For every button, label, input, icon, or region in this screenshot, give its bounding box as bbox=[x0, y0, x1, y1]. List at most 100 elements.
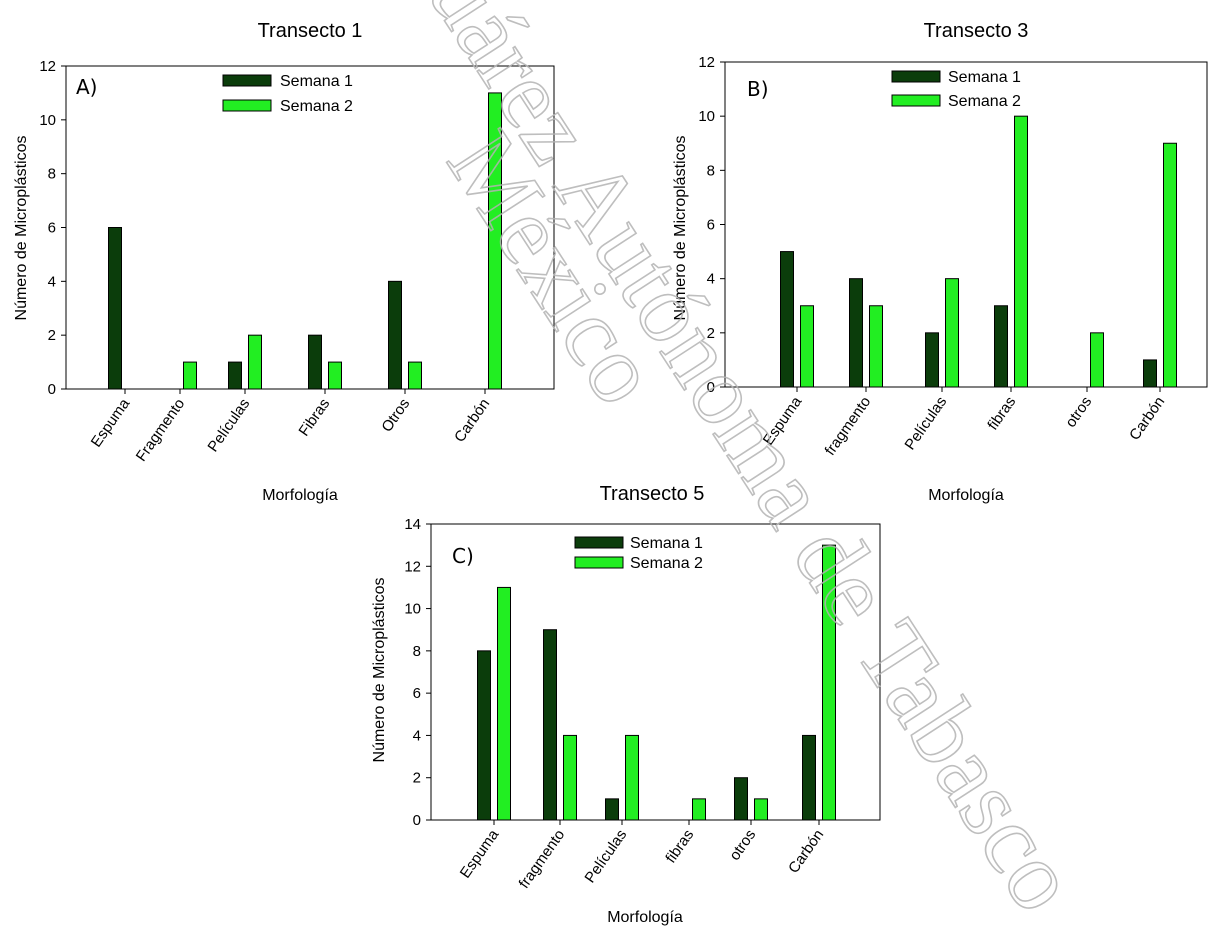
y-tick-label: 6 bbox=[413, 685, 421, 702]
legend-swatch-semana-1 bbox=[222, 74, 272, 87]
x-tick-label: Películas bbox=[901, 394, 950, 454]
legend-swatch-semana-2 bbox=[222, 99, 272, 112]
legend-label-semana-1: Semana 1 bbox=[948, 69, 1021, 86]
y-tick-label: 2 bbox=[48, 327, 56, 344]
bar-semana-1 bbox=[802, 734, 816, 821]
x-tick-label: Carbón bbox=[1126, 394, 1168, 444]
bar-semana-1 bbox=[308, 334, 322, 390]
y-tick-label: 10 bbox=[698, 108, 715, 125]
panel-label: C) bbox=[452, 544, 474, 568]
bar-semana-2 bbox=[497, 586, 511, 821]
chart-transecto-5: Transecto 5 C) Morfología Número de Micr… bbox=[371, 483, 881, 926]
legend: Semana 1 Semana 2 bbox=[574, 535, 703, 572]
legend: Semana 1 Semana 2 bbox=[891, 69, 1021, 110]
bar-semana-1 bbox=[477, 650, 491, 821]
y-tick-label: 2 bbox=[413, 770, 421, 787]
y-tick-label: 4 bbox=[707, 271, 715, 288]
x-tick-label: fragmento bbox=[516, 827, 569, 892]
x-tick-label: Carbón bbox=[785, 827, 827, 877]
bar-semana-2 bbox=[1014, 115, 1028, 388]
y-axis-label: Número de Microplásticos bbox=[672, 136, 689, 321]
legend-swatch-semana-1 bbox=[891, 70, 941, 83]
bar-semana-1 bbox=[849, 278, 863, 388]
bar-semana-2 bbox=[328, 361, 342, 390]
plot-frame bbox=[430, 523, 881, 821]
chart-title: Transecto 3 bbox=[924, 20, 1029, 42]
y-tick-label: 0 bbox=[413, 812, 421, 829]
bar-semana-1 bbox=[605, 798, 619, 821]
bar-semana-2 bbox=[1090, 332, 1104, 388]
chart-transecto-3: Transecto 3 B) Morfología Número de Micr… bbox=[672, 20, 1208, 504]
y-tick-label: 8 bbox=[707, 162, 715, 179]
bar-semana-2 bbox=[800, 305, 814, 388]
y-tick-label: 12 bbox=[698, 54, 715, 71]
panel-label: B) bbox=[747, 77, 769, 101]
y-axis-label: Número de Microplásticos bbox=[13, 136, 30, 321]
panel-label: A) bbox=[76, 75, 97, 99]
y-tick-label: 0 bbox=[707, 379, 715, 396]
y-tick-label: 4 bbox=[413, 727, 421, 744]
bar-semana-1 bbox=[734, 777, 748, 821]
bar-semana-1 bbox=[1143, 359, 1157, 388]
x-tick-label: Películas bbox=[581, 827, 630, 887]
x-tick-label: Espuma bbox=[88, 395, 134, 450]
bar-semana-1 bbox=[780, 251, 794, 388]
x-axis-label: Morfología bbox=[262, 487, 338, 504]
x-tick-label: Fragmento bbox=[133, 396, 189, 465]
bar-semana-1 bbox=[994, 305, 1008, 388]
bar-semana-2 bbox=[248, 334, 262, 390]
chart-title: Transecto 5 bbox=[600, 483, 705, 505]
x-tick-label: otros bbox=[726, 827, 759, 864]
y-tick-label: 12 bbox=[39, 58, 56, 75]
legend-swatch-semana-1 bbox=[574, 536, 624, 549]
bar-semana-1 bbox=[543, 629, 557, 821]
x-tick-label: Películas bbox=[204, 396, 253, 456]
bar-semana-2 bbox=[625, 734, 639, 821]
y-tick-label: 14 bbox=[404, 516, 421, 533]
legend-label-semana-2: Semana 2 bbox=[948, 93, 1021, 110]
legend-label-semana-2: Semana 2 bbox=[280, 98, 353, 115]
legend-label-semana-2: Semana 2 bbox=[630, 555, 703, 572]
bar-semana-2 bbox=[488, 92, 502, 390]
bar-semana-2 bbox=[692, 798, 706, 821]
bar-semana-2 bbox=[183, 361, 197, 390]
y-tick-label: 6 bbox=[707, 217, 715, 234]
bar-semana-1 bbox=[925, 332, 939, 388]
x-axis-label: Morfología bbox=[607, 909, 683, 926]
bar-semana-2 bbox=[563, 734, 577, 821]
bar-semana-1 bbox=[108, 227, 122, 390]
chart-transecto-1: Transecto 1 A) Morfología Número de Micr… bbox=[13, 20, 555, 504]
legend-label-semana-1: Semana 1 bbox=[280, 73, 353, 90]
bar-semana-1 bbox=[388, 280, 402, 390]
x-tick-label: fragmento bbox=[822, 394, 875, 459]
x-tick-label: fibras bbox=[662, 827, 697, 867]
x-tick-label: fibras bbox=[984, 394, 1019, 434]
y-tick-label: 8 bbox=[48, 166, 56, 183]
y-tick-label: 10 bbox=[39, 112, 56, 129]
x-tick-label: Fibras bbox=[295, 396, 333, 440]
x-tick-label: Carbón bbox=[451, 396, 493, 446]
y-tick-label: 2 bbox=[707, 325, 715, 342]
y-tick-label: 6 bbox=[48, 220, 56, 237]
legend: Semana 1 Semana 2 bbox=[222, 73, 353, 115]
legend-swatch-semana-2 bbox=[574, 556, 624, 569]
legend-swatch-semana-2 bbox=[891, 94, 941, 107]
y-tick-label: 10 bbox=[404, 601, 421, 618]
plot-frame bbox=[724, 61, 1208, 388]
x-tick-label: Espuma bbox=[760, 393, 806, 448]
bar-semana-2 bbox=[945, 278, 959, 388]
x-axis-label: Morfología bbox=[928, 487, 1004, 504]
bar-semana-2 bbox=[754, 798, 768, 821]
y-tick-label: 8 bbox=[413, 643, 421, 660]
bar-semana-2 bbox=[822, 544, 836, 821]
bar-semana-2 bbox=[1163, 142, 1177, 388]
y-tick-label: 0 bbox=[48, 381, 56, 398]
watermark-text: México bbox=[427, 113, 681, 423]
chart-title: Transecto 1 bbox=[258, 20, 363, 42]
bar-semana-1 bbox=[228, 361, 242, 390]
y-tick-label: 12 bbox=[404, 558, 421, 575]
bar-semana-2 bbox=[869, 305, 883, 388]
x-tick-label: otros bbox=[1062, 394, 1095, 431]
bar-semana-2 bbox=[408, 361, 422, 390]
